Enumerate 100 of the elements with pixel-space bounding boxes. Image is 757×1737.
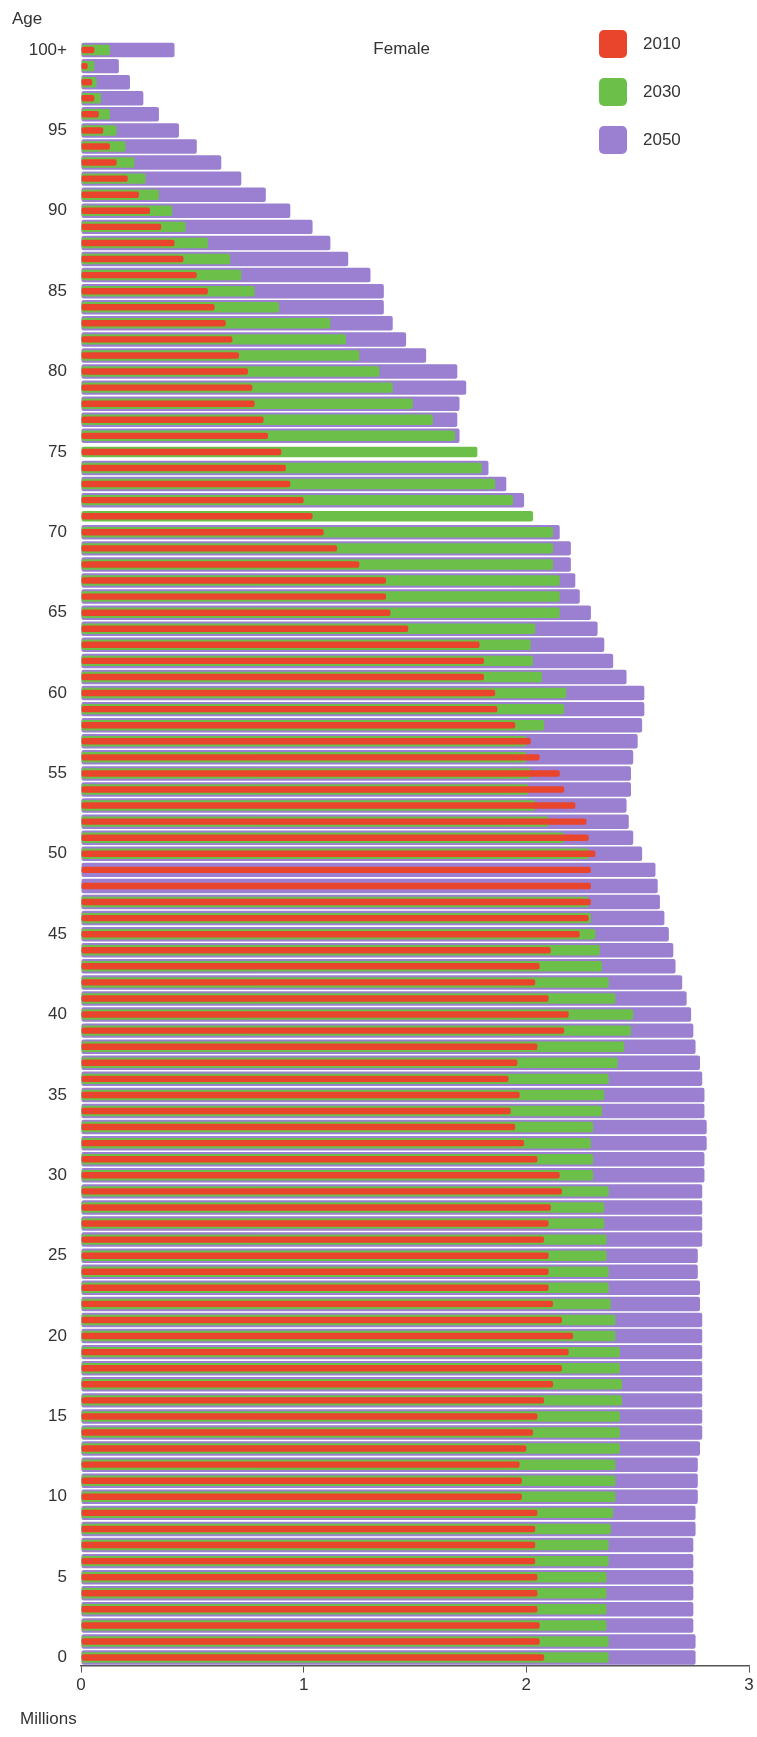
bar xyxy=(81,1300,554,1308)
bar xyxy=(81,866,591,874)
bar xyxy=(81,1622,540,1629)
bar xyxy=(81,127,104,134)
bar xyxy=(81,1461,520,1468)
legend-label: 2010 xyxy=(643,33,681,53)
bar xyxy=(81,480,291,488)
bar xyxy=(81,287,208,295)
y-tick-label: 50 xyxy=(48,843,67,863)
bar xyxy=(81,1075,509,1083)
y-axis-title: Age xyxy=(12,9,43,28)
bar xyxy=(81,754,540,761)
y-tick-label: 95 xyxy=(48,120,67,140)
bar xyxy=(81,1123,516,1131)
bar xyxy=(81,1445,527,1452)
bar xyxy=(81,111,99,118)
y-tick-label: 15 xyxy=(48,1406,67,1426)
bar xyxy=(81,561,360,568)
bar xyxy=(81,1413,538,1420)
bar xyxy=(81,1429,534,1436)
x-tick-label: 3 xyxy=(744,1675,754,1695)
bar xyxy=(81,271,197,279)
bar xyxy=(81,705,498,713)
bar xyxy=(81,1590,538,1597)
bar xyxy=(81,641,480,649)
bar xyxy=(81,786,565,793)
bar xyxy=(81,1509,538,1517)
bar xyxy=(81,239,175,247)
bar xyxy=(81,689,496,697)
y-tick-label: 75 xyxy=(48,441,67,461)
bar xyxy=(81,1397,545,1404)
bar xyxy=(81,609,391,616)
bar xyxy=(81,529,324,536)
bar xyxy=(81,1525,536,1533)
y-tick-label: 10 xyxy=(48,1486,67,1506)
x-axis-title: Millions xyxy=(20,1708,77,1728)
bar xyxy=(81,1606,538,1613)
bar xyxy=(81,223,162,231)
bar xyxy=(81,802,576,809)
bar xyxy=(81,850,596,858)
y-tick-label: 90 xyxy=(48,200,67,220)
bar xyxy=(81,1139,525,1147)
y-tick-label: 35 xyxy=(48,1084,67,1104)
bar xyxy=(81,1541,536,1549)
bar xyxy=(81,1220,549,1227)
bar xyxy=(81,1332,574,1340)
bar xyxy=(81,834,589,841)
bar xyxy=(81,368,248,375)
bar xyxy=(81,1107,511,1115)
bar xyxy=(81,882,591,890)
x-tick-label: 2 xyxy=(521,1675,532,1695)
bar xyxy=(81,320,226,327)
bar xyxy=(81,738,531,745)
bar xyxy=(81,175,128,182)
y-tick-label: 25 xyxy=(48,1245,67,1265)
bar xyxy=(81,416,264,423)
bar xyxy=(81,721,516,729)
bar xyxy=(81,496,304,504)
bar xyxy=(81,336,233,343)
y-tick-label: 80 xyxy=(48,361,67,381)
y-tick-label: 40 xyxy=(48,1004,67,1024)
bar xyxy=(81,1654,545,1661)
bar xyxy=(81,400,255,407)
bar xyxy=(81,1268,549,1275)
x-tick-label: 1 xyxy=(298,1675,309,1695)
y-tick-label: 45 xyxy=(48,923,67,943)
chart-title: Female xyxy=(373,39,430,58)
bar xyxy=(81,995,549,1002)
bar xyxy=(81,352,240,359)
bar xyxy=(81,1252,549,1259)
y-tick-label: 0 xyxy=(57,1647,67,1667)
bar xyxy=(81,1573,538,1581)
bar xyxy=(81,1638,540,1645)
legend-label: 2030 xyxy=(643,81,681,101)
bar xyxy=(81,818,587,825)
bar xyxy=(81,1557,536,1565)
bar xyxy=(81,1364,562,1372)
bar xyxy=(81,1493,522,1501)
bar xyxy=(81,1477,522,1484)
y-tick-label: 60 xyxy=(48,682,67,702)
bar xyxy=(81,947,551,954)
bar xyxy=(81,1027,565,1034)
bar xyxy=(81,1236,545,1243)
bar xyxy=(81,1043,538,1050)
bar xyxy=(81,1316,562,1324)
bar xyxy=(81,577,387,584)
bar xyxy=(81,657,485,665)
bar xyxy=(81,1156,538,1163)
y-tick-label: 55 xyxy=(48,763,67,783)
bar xyxy=(81,159,117,166)
y-tick-label: 70 xyxy=(48,521,67,541)
bar xyxy=(81,1059,518,1066)
bar xyxy=(81,963,540,970)
y-tick-label: 65 xyxy=(48,602,67,622)
bar xyxy=(81,513,313,520)
y-tick-label: 5 xyxy=(57,1566,67,1586)
bar xyxy=(81,625,409,632)
bar xyxy=(81,191,139,198)
bar xyxy=(81,384,253,391)
bar xyxy=(81,304,215,311)
